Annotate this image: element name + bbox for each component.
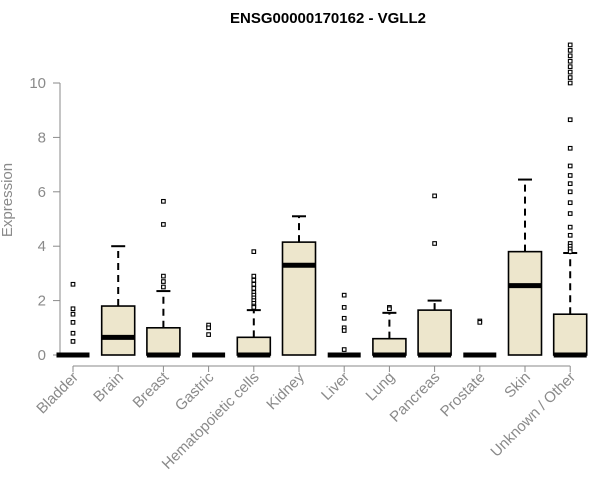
chart-title: ENSG00000170162 - VGLL2: [230, 10, 426, 27]
outlier-point: [387, 306, 392, 312]
box-pancreas: [417, 193, 452, 358]
box-bladder: [56, 281, 90, 358]
outlier-point: [70, 311, 76, 317]
y-tick-label: 0: [38, 347, 46, 364]
outlier-point: [70, 281, 76, 287]
outlier-point: [341, 315, 347, 321]
outlier-point: [251, 286, 257, 291]
box-body: [236, 336, 272, 356]
box-kidney: [281, 215, 317, 356]
outlier-point: [567, 48, 573, 53]
outlier-point: [567, 64, 573, 70]
outlier-point: [567, 58, 573, 64]
box-breast: [146, 198, 181, 358]
outlier-point: [567, 80, 573, 86]
outlier-point: [567, 117, 573, 123]
outlier-point: [432, 193, 437, 199]
box-body: [507, 250, 543, 356]
outlier-point: [341, 305, 347, 310]
outlier-point: [567, 53, 573, 59]
y-tick-label: 6: [38, 184, 46, 201]
outlier-point: [251, 273, 257, 279]
outlier-point: [161, 273, 166, 279]
box-body: [552, 313, 588, 356]
outlier-point: [567, 173, 573, 178]
outlier-point: [70, 339, 76, 344]
x-tick-label: Breast: [130, 368, 173, 411]
box-series: [56, 42, 588, 358]
x-tick-label: Bladder: [33, 369, 82, 418]
outlier-point: [477, 320, 483, 325]
outlier-point: [567, 249, 573, 254]
box-body: [100, 305, 136, 356]
outlier-point: [251, 305, 257, 310]
box-body: [281, 241, 317, 356]
outlier-point: [567, 163, 573, 169]
box-lung: [372, 305, 407, 358]
outlier-point: [341, 292, 347, 298]
box-liver: [327, 292, 361, 358]
x-tick-label: Liver: [318, 369, 353, 404]
outlier-point: [567, 232, 573, 238]
x-tick-label: Brain: [90, 369, 127, 406]
x-tick-label: Pancreas: [387, 369, 444, 426]
x-tick-label: Unknown / Other: [487, 369, 579, 461]
outlier-point: [567, 181, 573, 186]
x-tick-label: Skin: [501, 369, 534, 402]
outlier-point: [567, 145, 573, 151]
outlier-point: [567, 189, 573, 195]
outlier-point: [206, 325, 211, 331]
outlier-point: [251, 249, 257, 254]
box-body: [417, 309, 452, 356]
box-unknown-other: [552, 42, 588, 358]
outlier-point: [70, 306, 76, 312]
y-tick-label: 10: [29, 75, 46, 92]
y-axis-label: Expression: [0, 163, 16, 237]
box-skin: [507, 178, 543, 356]
outlier-point: [251, 277, 257, 283]
outlier-point: [567, 224, 573, 230]
outlier-point: [70, 320, 76, 325]
outlier-point: [251, 281, 257, 287]
box-hematopoietic-cells: [236, 249, 272, 358]
box-body: [146, 326, 181, 356]
x-tick-label: Lung: [363, 369, 399, 405]
outlier-point: [567, 211, 573, 216]
y-tick-label: 4: [38, 238, 46, 255]
box-brain: [100, 245, 136, 356]
outlier-point: [567, 69, 573, 75]
outlier-point: [161, 198, 166, 204]
outlier-point: [341, 347, 347, 352]
box-gastric: [192, 322, 226, 358]
box-prostate: [463, 318, 497, 358]
outlier-point: [161, 222, 166, 227]
outlier-point: [432, 241, 437, 246]
outlier-point: [567, 200, 573, 206]
x-tick-label: Prostate: [437, 369, 489, 421]
outlier-point: [567, 75, 573, 80]
outlier-point: [206, 332, 211, 337]
y-axis: 0 2 4 6 8 10: [29, 75, 61, 364]
outlier-point: [161, 284, 166, 290]
y-tick-label: 8: [38, 129, 46, 146]
outlier-point: [161, 279, 166, 284]
x-tick-label: Kidney: [263, 368, 308, 413]
outlier-point: [341, 328, 347, 333]
y-tick-label: 2: [38, 293, 46, 310]
outlier-point: [70, 330, 76, 336]
outlier-point: [567, 42, 573, 48]
